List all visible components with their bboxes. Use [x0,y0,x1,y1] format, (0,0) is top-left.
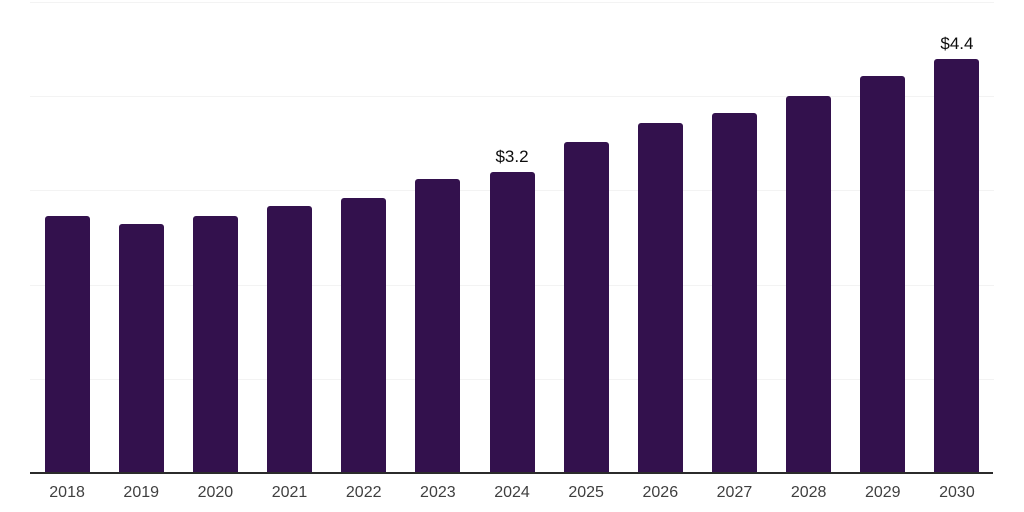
plot-area: $3.2 $4.4 [30,2,994,473]
x-tick-label-2030: 2030 [939,484,975,501]
bar-2021 [267,206,313,473]
x-tick-label-2028: 2028 [790,484,827,501]
value-label-2024: $3.2 [495,146,529,166]
x-tick-label-2025: 2025 [568,484,604,501]
bar-2020 [192,215,238,473]
gridline-5 [30,2,994,3]
gridline-4 [30,96,994,98]
x-tick-label-2020: 2020 [197,484,234,501]
bar-2029 [860,76,906,473]
x-tick-label-2018: 2018 [49,484,85,501]
x-tick-label-2021: 2021 [271,484,308,501]
bar-2025 [563,142,609,473]
x-tick-label-2024: 2024 [494,484,530,501]
x-tick-label-2019: 2019 [123,484,160,501]
x-tick-label-2023: 2023 [420,484,456,501]
value-label-2030: $4.4 [940,33,974,53]
x-tick-label-2026: 2026 [642,484,679,501]
x-tick-label-2029: 2029 [864,484,901,501]
bar-2028 [786,96,832,473]
bar-2023 [415,179,461,473]
x-tick-label-2027: 2027 [716,484,753,501]
bar-2030 [934,58,980,473]
bar-2022 [341,197,387,473]
bar-2024 [489,171,535,473]
x-tick-label-2022: 2022 [345,484,382,501]
x-axis-line [30,472,993,474]
bar-2027 [711,113,757,473]
bar-2019 [118,224,164,473]
bar-2018 [44,215,90,473]
bar-2026 [637,122,683,473]
